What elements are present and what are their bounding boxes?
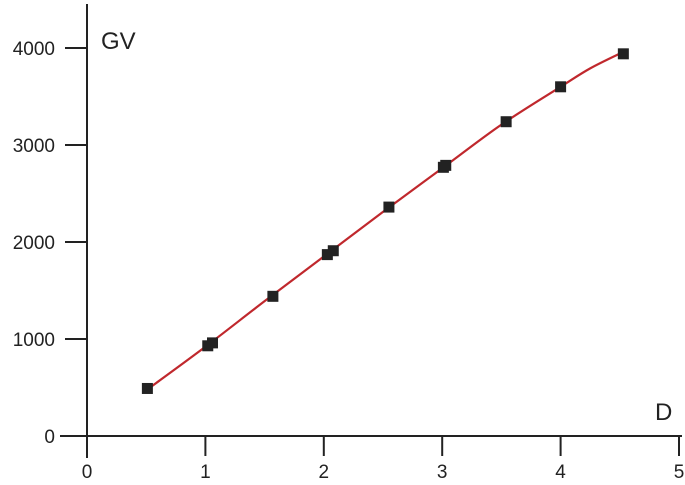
y-tick-label: 3000 [13, 136, 55, 157]
y-axis-title: GV [101, 28, 136, 55]
fit-curve [146, 50, 624, 391]
data-point [440, 159, 452, 171]
data-point [327, 245, 339, 257]
y-tick-label: 2000 [13, 233, 55, 254]
data-point [617, 48, 629, 60]
fit-curve-layer [146, 50, 624, 391]
x-ticks: 0 1 2 3 4 5 [82, 436, 685, 483]
x-tick-label: 4 [555, 462, 566, 483]
x-tick-label: 2 [319, 462, 330, 483]
y-tick-label: 1000 [13, 330, 55, 351]
data-point [321, 249, 333, 261]
data-point [141, 382, 153, 394]
y-tick-label: 0 [44, 427, 55, 448]
x-tick-label: 3 [437, 462, 448, 483]
x-tick-label: 5 [674, 462, 685, 483]
y-ticks: 0 1000 2000 3000 4000 [13, 39, 87, 448]
x-tick-label: 0 [82, 462, 93, 483]
y-tick-label: 4000 [13, 39, 55, 60]
data-point [383, 201, 395, 213]
axes [60, 4, 682, 458]
x-axis-title: D [655, 399, 672, 426]
data-point [555, 81, 567, 93]
data-point [500, 116, 512, 128]
data-point [207, 337, 219, 349]
x-tick-label: 1 [200, 462, 211, 483]
data-points [141, 48, 629, 394]
data-point [267, 290, 279, 302]
